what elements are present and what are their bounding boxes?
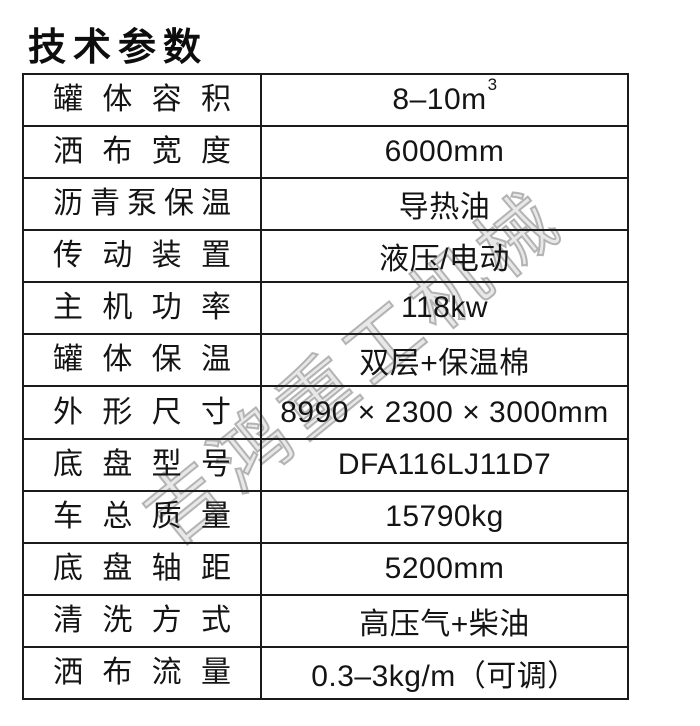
param-label: 清洗方式 bbox=[53, 603, 231, 637]
param-value-cell: 高压气+柴油 bbox=[260, 593, 629, 648]
param-value-cell: 6000mm bbox=[260, 125, 629, 180]
param-value-text: 6000mm bbox=[384, 135, 505, 169]
param-label-cell: 洒布宽度 bbox=[22, 125, 262, 180]
param-label: 洒布流量 bbox=[53, 655, 231, 689]
param-value-cell: DFA116LJ11D7 bbox=[260, 437, 629, 492]
param-label-cell: 清洗方式 bbox=[22, 593, 262, 648]
param-value-cell: 5200mm bbox=[260, 541, 629, 596]
table-row: 底盘轴距 5200mm bbox=[22, 541, 629, 596]
param-label-cell: 底盘轴距 bbox=[22, 541, 262, 596]
param-label: 车总质量 bbox=[53, 499, 231, 533]
param-value-text: 液压/电动 bbox=[379, 243, 510, 277]
param-value-text: 118kw bbox=[401, 291, 488, 325]
param-value-cell: 0.3–3kg/m（可调） bbox=[260, 645, 629, 701]
param-label: 罐体保温 bbox=[53, 343, 231, 377]
param-label-cell: 洒布流量 bbox=[22, 645, 262, 701]
param-label-cell: 罐体保温 bbox=[22, 333, 262, 388]
param-value-cell: 液压/电动 bbox=[260, 229, 629, 284]
table-row: 清洗方式 高压气+柴油 bbox=[22, 593, 629, 648]
param-label: 底盘轴距 bbox=[53, 551, 231, 585]
table-row: 洒布宽度 6000mm bbox=[22, 125, 629, 180]
param-label: 沥青泵保温 bbox=[53, 187, 231, 221]
param-value-cell: 15790kg bbox=[260, 489, 629, 544]
param-value-cell: 8–10m3 bbox=[260, 72, 629, 128]
table-row: 罐体容积 8–10m3 bbox=[22, 72, 629, 128]
param-value-text: 15790kg bbox=[385, 499, 504, 533]
param-label-cell: 罐体容积 bbox=[22, 72, 262, 128]
param-label-cell: 车总质量 bbox=[22, 489, 262, 544]
param-label: 罐体容积 bbox=[53, 83, 231, 117]
table-row: 沥青泵保温 导热油 bbox=[22, 177, 629, 232]
param-value-text: 高压气+柴油 bbox=[359, 607, 530, 641]
param-label-cell: 底盘型号 bbox=[22, 437, 262, 492]
param-label: 底盘型号 bbox=[53, 447, 231, 481]
param-value-cell: 8990 × 2300 × 3000mm bbox=[260, 385, 629, 440]
param-value-text: 8–10m bbox=[392, 83, 487, 117]
page-title: 技术参数 bbox=[28, 27, 209, 69]
param-value-text: 0.3–3kg/m（可调） bbox=[311, 659, 578, 693]
param-label-cell: 沥青泵保温 bbox=[22, 177, 262, 232]
param-value-text: 5200mm bbox=[384, 551, 505, 585]
table-row: 洒布流量 0.3–3kg/m（可调） bbox=[22, 645, 629, 701]
param-label-cell: 外形尺寸 bbox=[22, 385, 262, 440]
table-row: 主机功率 118kw bbox=[22, 281, 629, 336]
table-row: 底盘型号 DFA116LJ11D7 bbox=[22, 437, 629, 492]
table-row: 车总质量 15790kg bbox=[22, 489, 629, 544]
param-value-cell: 导热油 bbox=[260, 177, 629, 232]
param-value-text: DFA116LJ11D7 bbox=[337, 447, 552, 481]
param-value-text: 双层+保温棉 bbox=[359, 347, 530, 381]
param-value-cell: 118kw bbox=[260, 281, 629, 336]
param-label-cell: 传动装置 bbox=[22, 229, 262, 284]
spec-table: 罐体容积 8–10m3 洒布宽度 6000mm 沥青泵保温 导热油 bbox=[22, 72, 629, 701]
table-row: 罐体保温 双层+保温棉 bbox=[22, 333, 629, 388]
param-value-superscript: 3 bbox=[487, 75, 498, 95]
param-value-text: 导热油 bbox=[398, 191, 491, 225]
table-row: 外形尺寸 8990 × 2300 × 3000mm bbox=[22, 385, 629, 440]
param-label-cell: 主机功率 bbox=[22, 281, 262, 336]
spec-table-body: 罐体容积 8–10m3 洒布宽度 6000mm 沥青泵保温 导热油 bbox=[22, 72, 629, 701]
param-label: 外形尺寸 bbox=[53, 395, 231, 429]
param-value-cell: 双层+保温棉 bbox=[260, 333, 629, 388]
param-value-text: 8990 × 2300 × 3000mm bbox=[280, 395, 609, 429]
param-label: 洒布宽度 bbox=[53, 135, 231, 169]
param-label: 传动装置 bbox=[53, 239, 231, 273]
table-row: 传动装置 液压/电动 bbox=[22, 229, 629, 284]
param-label: 主机功率 bbox=[53, 291, 231, 325]
